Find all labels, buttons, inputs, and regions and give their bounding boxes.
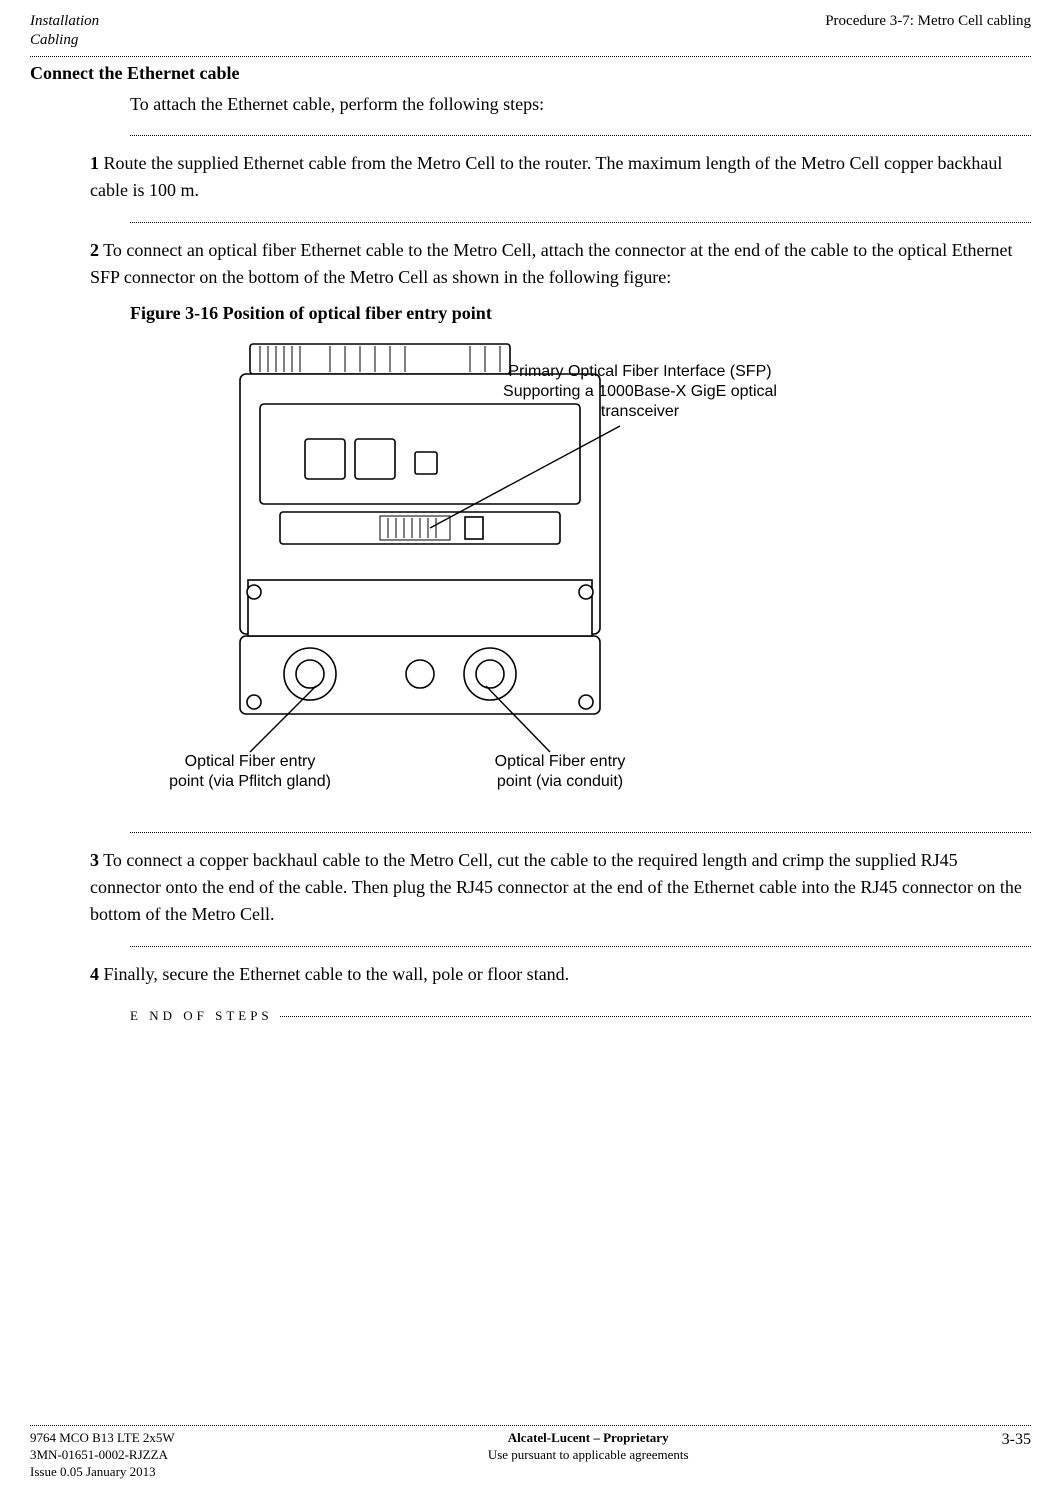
page-header: Installation Cabling Procedure 3-7: Metr… (30, 12, 1031, 50)
step-1-text: Route the supplied Ethernet cable from t… (90, 153, 1002, 200)
step-4: 4 Finally, secure the Ethernet cable to … (90, 961, 1031, 988)
step-2-text: To connect an optical fiber Ethernet cab… (90, 240, 1013, 287)
callout-sfp-line1: Primary Optical Fiber Interface (SFP) (450, 362, 830, 382)
section-title: Connect the Ethernet cable (30, 63, 1031, 84)
header-left: Installation Cabling (30, 12, 99, 50)
callout-sfp: Primary Optical Fiber Interface (SFP) Su… (450, 362, 830, 422)
callout-entry-conduit: Optical Fiber entry point (via conduit) (460, 752, 660, 792)
footer-page-number: 3-35 (1002, 1430, 1031, 1481)
step-1-number: 1 (90, 153, 99, 173)
header-left-line1: Installation (30, 12, 99, 31)
header-divider (30, 56, 1031, 57)
step-4-number: 4 (90, 964, 99, 984)
end-of-steps-label: E ND OF STEPS (130, 1008, 279, 1023)
step-divider-1 (130, 135, 1031, 136)
step-4-text: Finally, secure the Ethernet cable to th… (99, 964, 569, 984)
callout-entry-conduit-line1: Optical Fiber entry (460, 752, 660, 772)
intro-text: To attach the Ethernet cable, perform th… (130, 92, 1031, 117)
end-of-steps: E ND OF STEPS (130, 1008, 1031, 1024)
step-divider-2 (130, 222, 1031, 223)
footer-left-line2: 3MN-01651-0002-RJZZA (30, 1447, 175, 1464)
step-3-number: 3 (90, 850, 99, 870)
step-1: 1 Route the supplied Ethernet cable from… (90, 150, 1031, 204)
step-3: 3 To connect a copper backhaul cable to … (90, 847, 1031, 928)
callout-sfp-line3: transceiver (450, 402, 830, 422)
header-left-line2: Cabling (30, 31, 99, 50)
figure-3-16: Primary Optical Fiber Interface (SFP) Su… (130, 334, 850, 814)
step-3-text: To connect a copper backhaul cable to th… (90, 850, 1022, 924)
step-2: 2 To connect an optical fiber Ethernet c… (90, 237, 1031, 291)
footer-divider (30, 1425, 1031, 1426)
footer-left-line1: 9764 MCO B13 LTE 2x5W (30, 1430, 175, 1447)
step-divider-3 (130, 832, 1031, 833)
step-divider-4 (130, 946, 1031, 947)
callout-sfp-line2: Supporting a 1000Base-X GigE optical (450, 382, 830, 402)
footer-left-line3: Issue 0.05 January 2013 (30, 1464, 175, 1481)
footer-left: 9764 MCO B13 LTE 2x5W 3MN-01651-0002-RJZ… (30, 1430, 175, 1481)
footer-center-line1: Alcatel-Lucent – Proprietary (488, 1430, 689, 1447)
step-2-number: 2 (90, 240, 99, 260)
callout-entry-conduit-line2: point (via conduit) (460, 772, 660, 792)
header-right: Procedure 3-7: Metro Cell cabling (825, 12, 1031, 50)
callout-entry-pflitch-line2: point (via Pflitch gland) (140, 772, 360, 792)
figure-caption: Figure 3-16 Position of optical fiber en… (130, 303, 1031, 324)
callout-entry-pflitch: Optical Fiber entry point (via Pflitch g… (140, 752, 360, 792)
callout-entry-pflitch-line1: Optical Fiber entry (140, 752, 360, 772)
page-footer: 9764 MCO B13 LTE 2x5W 3MN-01651-0002-RJZ… (30, 1425, 1031, 1481)
footer-center: Alcatel-Lucent – Proprietary Use pursuan… (488, 1430, 689, 1481)
footer-center-line2: Use pursuant to applicable agreements (488, 1447, 689, 1464)
